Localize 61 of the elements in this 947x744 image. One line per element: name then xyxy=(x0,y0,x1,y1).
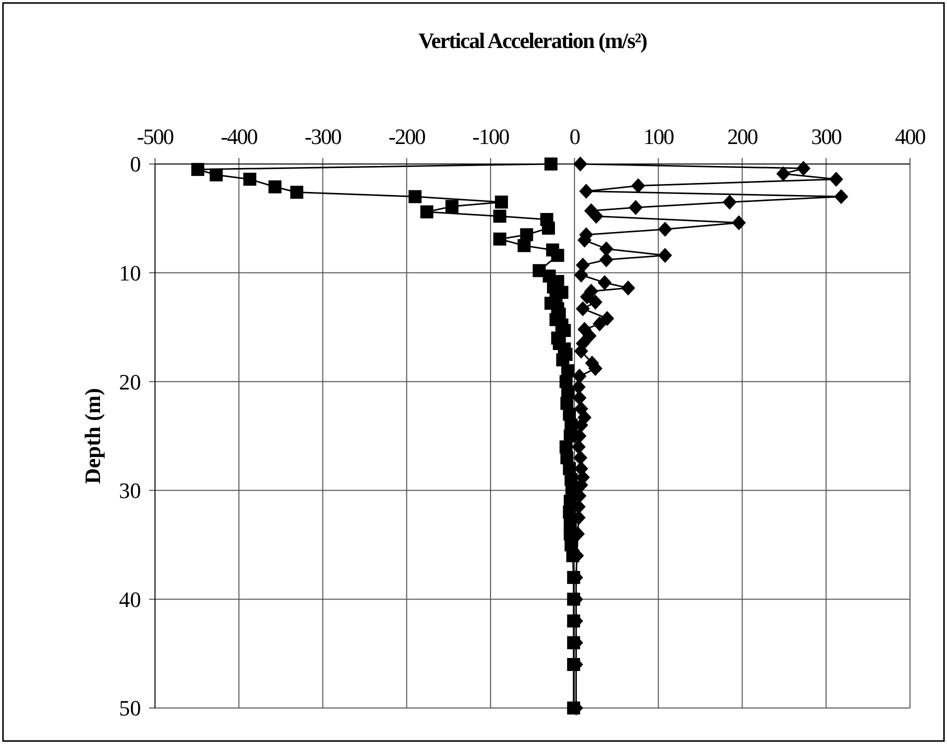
point xyxy=(732,215,746,230)
point xyxy=(191,162,204,176)
point xyxy=(493,232,506,246)
point xyxy=(576,301,590,316)
point xyxy=(573,450,588,466)
point xyxy=(776,166,790,182)
point xyxy=(544,158,558,170)
point xyxy=(408,190,422,204)
point xyxy=(494,196,508,209)
point xyxy=(834,189,848,204)
x-axis-title: Vertical Acceleration (m/s²) xyxy=(418,28,648,53)
point xyxy=(658,222,672,237)
x-tick-label: -200 xyxy=(388,124,426,149)
point xyxy=(572,380,586,395)
point xyxy=(722,194,737,210)
y-tick-label: 40 xyxy=(119,586,141,612)
point xyxy=(621,280,636,296)
y-tick-label: 50 xyxy=(119,696,141,721)
point xyxy=(572,439,586,454)
point xyxy=(573,156,588,172)
point xyxy=(588,294,602,310)
x-tick-label: -500 xyxy=(136,124,174,149)
x-tick-label: 400 xyxy=(895,124,926,149)
y-axis-title: Depth (m) xyxy=(80,388,105,484)
x-tick-label: 300 xyxy=(811,124,842,149)
x-tick-label: 0 xyxy=(569,124,580,149)
point xyxy=(420,205,434,218)
point xyxy=(243,172,256,186)
point xyxy=(589,208,604,224)
point xyxy=(210,168,223,182)
point xyxy=(518,239,531,252)
point xyxy=(268,180,282,194)
point xyxy=(445,200,458,213)
point xyxy=(582,328,597,344)
point xyxy=(542,222,555,235)
point xyxy=(599,252,614,268)
point xyxy=(493,210,506,223)
y-tick-label: 30 xyxy=(119,478,141,504)
point xyxy=(592,316,607,332)
x-tick-label: -400 xyxy=(220,124,258,149)
x-tick-label: -100 xyxy=(472,124,510,149)
x-tick-label: 100 xyxy=(643,124,674,149)
point xyxy=(631,178,646,194)
y-tick-label: 0 xyxy=(130,152,141,177)
x-tick-label: -300 xyxy=(304,124,342,149)
point xyxy=(600,310,614,326)
point xyxy=(572,390,586,406)
point xyxy=(599,241,614,256)
y-tick-label: 10 xyxy=(119,260,141,286)
point xyxy=(576,258,590,273)
point xyxy=(290,186,304,199)
point xyxy=(628,200,643,216)
y-tick-label: 20 xyxy=(119,369,141,394)
point xyxy=(796,160,810,176)
point xyxy=(572,368,586,384)
x-tick-label: 200 xyxy=(727,124,758,149)
point xyxy=(579,184,594,199)
point xyxy=(658,248,672,263)
point xyxy=(574,267,588,282)
point xyxy=(598,275,612,290)
point xyxy=(829,172,844,187)
